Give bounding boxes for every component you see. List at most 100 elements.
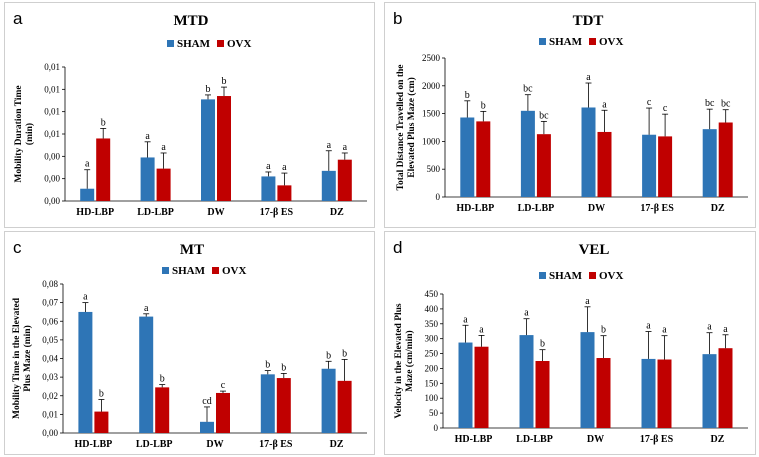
bar-ovx-1: [155, 387, 170, 433]
bar-ovx-0: [96, 138, 111, 201]
x-tick-label: DZ: [711, 434, 725, 445]
panel-d: d VEL SHAM OVX 0 50 100 150 200 250 300 350 400 450 Ve…: [384, 231, 756, 455]
significance-label: a: [602, 99, 607, 110]
bar-sham-1: [519, 335, 534, 428]
bar-sham-3: [642, 134, 657, 197]
significance-label: cd: [202, 396, 211, 407]
y-tick-label: 450: [425, 289, 439, 299]
y-tick-label: 500: [427, 164, 441, 174]
significance-label: bc: [523, 84, 533, 95]
significance-label: b: [540, 339, 545, 350]
significance-label: a: [524, 308, 529, 319]
significance-label: b: [101, 117, 106, 128]
x-tick-label: 17-β ES: [259, 439, 293, 450]
y-tick-label: 0,00: [44, 196, 60, 206]
bar-ovx-3: [658, 136, 673, 197]
significance-label: c: [663, 103, 668, 114]
x-tick-label: 17-β ES: [640, 203, 674, 214]
bar-ovx-2: [216, 392, 230, 433]
bar-sham-3: [641, 358, 656, 428]
legend-label-sham: SHAM: [172, 265, 206, 277]
bar-sham-0: [460, 117, 475, 197]
x-tick-label: DZ: [711, 203, 725, 214]
legend-item-sham: SHAM: [539, 270, 583, 282]
bar-sham-4: [702, 129, 717, 197]
bar-sham-2: [201, 99, 215, 201]
y-axis-label: Velocity in the Elevated PlusMaze (cm/mi…: [394, 303, 415, 419]
significance-label: b: [601, 325, 606, 336]
significance-label: b: [206, 84, 211, 95]
bar-ovx-3: [277, 185, 292, 201]
bar-ovx-0: [474, 346, 489, 428]
y-tick-label: 0,01: [44, 84, 60, 94]
significance-label: b: [481, 100, 486, 111]
x-tick-label: LD-LBP: [516, 434, 553, 445]
y-tick-label: 0,04: [42, 354, 58, 364]
bar-sham-1: [139, 316, 154, 433]
legend-label-ovx: OVX: [599, 36, 624, 48]
bar-ovx-1: [536, 134, 551, 197]
bar-sham-3: [261, 176, 276, 201]
significance-label: bc: [721, 99, 731, 110]
chart-a-svg: a MTD SHAM OVX 0,00 0,00 0,00 0,01 0,01 0,01 0,01 M…: [13, 9, 367, 218]
significance-label: bc: [539, 110, 549, 121]
y-tick-label: 2000: [422, 81, 441, 91]
legend-label-ovx: OVX: [222, 265, 247, 277]
y-tick-label: 0,07: [42, 298, 58, 308]
y-tick-label: 0,02: [42, 391, 58, 401]
bar-sham-0: [78, 311, 93, 433]
y-tick-label: 0,06: [42, 316, 58, 326]
y-axis-label: Total Distance Travelled on theElevated …: [396, 65, 417, 191]
legend-item-sham: SHAM: [162, 265, 206, 277]
bar-ovx-4: [718, 348, 733, 428]
x-tick-label: DW: [587, 434, 604, 445]
significance-label: a: [723, 324, 728, 335]
legend-swatch-ovx: [212, 267, 219, 274]
legend-item-sham: SHAM: [539, 36, 583, 48]
legend-item-ovx: OVX: [589, 270, 624, 282]
significance-label: a: [144, 303, 149, 314]
significance-label: a: [83, 292, 88, 303]
significance-label: a: [585, 296, 590, 307]
bar-sham-0: [80, 188, 95, 201]
y-axis-label-line: Mobility Time in the Elevated: [12, 297, 22, 419]
significance-label: a: [282, 162, 287, 173]
panel-letter: c: [13, 238, 22, 257]
chart-title: VEL: [579, 242, 610, 258]
bar-sham-3: [260, 374, 275, 433]
y-tick-label: 50: [429, 408, 439, 418]
legend-item-sham: SHAM: [167, 38, 211, 50]
significance-label: a: [646, 321, 651, 332]
y-tick-label: 0,00: [44, 174, 60, 184]
legend-label-sham: SHAM: [549, 36, 583, 48]
y-tick-label: 0,03: [42, 372, 58, 382]
panel-letter: d: [393, 238, 402, 257]
y-tick-label: 0,05: [42, 335, 58, 345]
x-tick-label: DZ: [330, 207, 344, 218]
bar-ovx-3: [276, 378, 291, 433]
significance-label: a: [662, 325, 667, 336]
legend-label-sham: SHAM: [177, 38, 211, 50]
bar-ovx-1: [156, 168, 171, 201]
chart-title: MTD: [174, 13, 209, 29]
significance-label: a: [145, 131, 150, 142]
significance-label: b: [160, 374, 165, 385]
bar-ovx-0: [94, 411, 109, 433]
bar-sham-2: [581, 107, 596, 197]
bar-ovx-2: [596, 358, 611, 428]
x-tick-label: LD-LBP: [136, 439, 173, 450]
significance-label: b: [281, 362, 286, 373]
x-tick-label: LD-LBP: [137, 207, 174, 218]
y-axis-label-line: Plus Maze (min): [22, 325, 33, 392]
y-tick-label: 350: [425, 319, 439, 329]
significance-label: b: [222, 76, 227, 87]
bar-ovx-1: [535, 361, 550, 428]
y-axis-label-line: Velocity in the Elevated Plus: [394, 303, 404, 419]
bar-ovx-3: [657, 359, 672, 428]
x-tick-label: HD-LBP: [76, 207, 114, 218]
y-tick-label: 150: [425, 378, 439, 388]
bar-sham-4: [702, 354, 717, 428]
x-tick-label: HD-LBP: [456, 203, 494, 214]
panel-c: c MT SHAM OVX 0,00 0,01 0,02 0,03 0,04 0,05 0,06 0,…: [4, 231, 375, 455]
y-tick-label: 100: [425, 393, 439, 403]
